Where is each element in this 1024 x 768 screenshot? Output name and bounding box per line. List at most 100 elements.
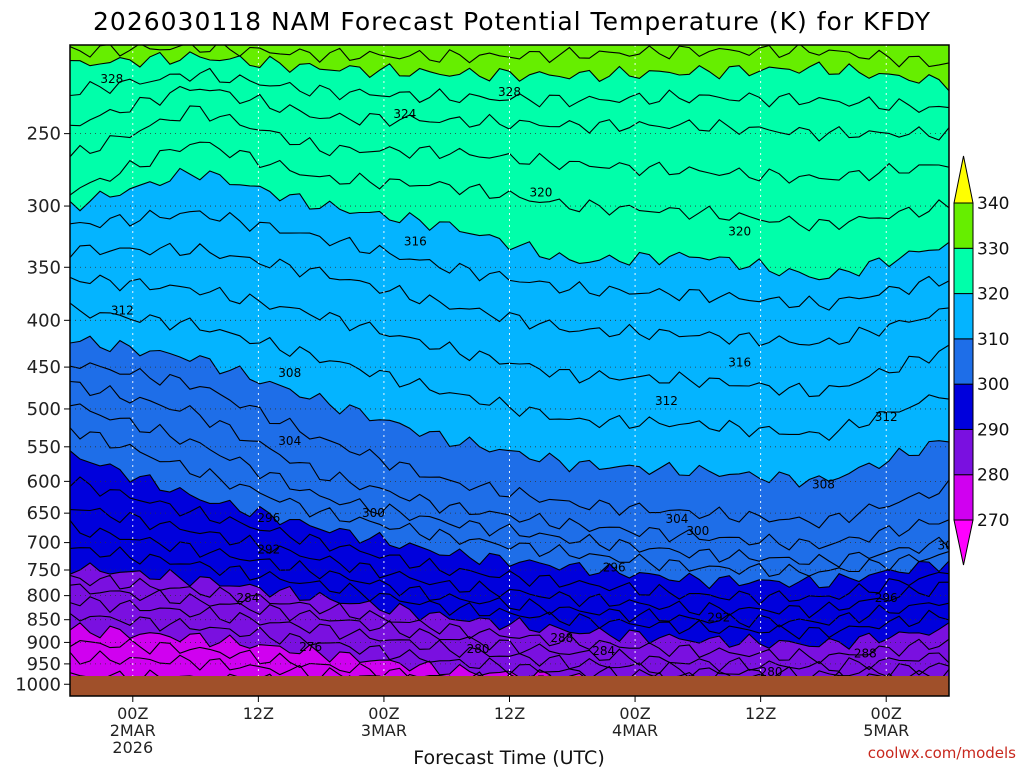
colorbar-top-arrow — [953, 155, 974, 204]
gridlines — [70, 45, 949, 696]
y-tick-label: 750 — [27, 560, 61, 581]
colorbar-band-320 — [953, 247, 974, 295]
contour-label: 320 — [529, 186, 552, 200]
colorbar-label: 330 — [977, 239, 1009, 259]
contour-label: 292 — [1011, 648, 1024, 662]
x-tick-label: 2MAR — [110, 721, 156, 740]
contour-label: 312 — [655, 394, 678, 408]
contour-label: 320 — [979, 268, 1002, 282]
isentrope-298 — [70, 476, 949, 606]
x-tick-label: 5MAR — [863, 721, 909, 740]
contour-label: 320 — [728, 225, 751, 239]
y-tick-label: 300 — [27, 196, 61, 217]
colorbar-band-290 — [953, 383, 974, 430]
y-tick-label: 500 — [27, 399, 61, 420]
colorbar-label: 310 — [977, 330, 1009, 350]
x-tick-label: 2026 — [112, 738, 153, 757]
contour-label: 304 — [278, 434, 301, 448]
x-tick-label: 12Z — [745, 704, 776, 723]
contour-label: 296 — [875, 591, 898, 605]
contour-label: 312 — [875, 410, 898, 424]
contour-label: 304 — [665, 512, 688, 526]
contour-label: 288 — [550, 631, 573, 645]
isentrope-310 — [70, 335, 949, 488]
contour-label: 284 — [236, 591, 259, 605]
y-tick-label: 450 — [27, 357, 61, 378]
isentrope-296 — [70, 507, 949, 619]
contour-label: 312 — [111, 303, 134, 317]
y-tick-label: 400 — [27, 310, 61, 331]
colorbar-band-270 — [953, 474, 974, 521]
chart-title: 2026030118 NAM Forecast Potential Temper… — [93, 7, 931, 36]
contour-label: 288 — [854, 646, 877, 660]
isentrope-288 — [70, 574, 949, 665]
contour-label: 296 — [257, 511, 280, 525]
contour-label: 280 — [467, 642, 490, 656]
y-tick-label: 1000 — [15, 674, 61, 695]
contour-label: 292 — [257, 542, 280, 556]
y-tick-label: 650 — [27, 503, 61, 524]
y-axis: 2503003504004505005506006507007508008509… — [15, 124, 70, 695]
contour-label: 300 — [686, 524, 709, 538]
contour-label: 316 — [404, 234, 427, 248]
theta-fill-332 — [70, 45, 949, 67]
colorbar-band-300 — [953, 338, 974, 385]
colorbar-label: 340 — [977, 194, 1009, 214]
colorbar-label: 270 — [977, 511, 1009, 531]
colorbar-label: 290 — [977, 420, 1009, 440]
isentrope-290 — [70, 562, 949, 650]
x-tick-label: 00Z — [619, 704, 650, 723]
y-tick-label: 700 — [27, 533, 61, 554]
isentrope-300 — [70, 450, 949, 590]
x-tick-label: 00Z — [871, 704, 902, 723]
colorbar-label: 300 — [977, 375, 1009, 395]
contour-label: 276 — [299, 640, 322, 654]
contour-label: 328 — [100, 72, 123, 86]
y-tick-label: 600 — [27, 471, 61, 492]
isentrope-306 — [70, 380, 949, 551]
y-tick-label: 250 — [27, 124, 61, 145]
contour-label: 308 — [278, 366, 301, 380]
x-axis-label: Forecast Time (UTC) — [413, 747, 604, 768]
y-tick-label: 800 — [27, 586, 61, 607]
isentrope-316 — [70, 242, 949, 347]
y-tick-label: 900 — [27, 632, 61, 653]
x-tick-label: 12Z — [494, 704, 525, 723]
contour-label: 300 — [362, 506, 385, 520]
contour-label: 308 — [812, 478, 835, 492]
credit-text: coolwx.com/models — [868, 744, 1016, 762]
y-tick-label: 350 — [27, 257, 61, 278]
x-tick-label: 00Z — [117, 704, 148, 723]
theta-fill-330 — [70, 45, 949, 91]
isentrope-304 — [70, 403, 949, 568]
y-tick-label: 850 — [27, 610, 61, 631]
colorbar-band-330 — [953, 202, 974, 249]
colorbar-band-310 — [953, 293, 974, 340]
contour-label: 316 — [728, 356, 751, 370]
x-tick-label: 4MAR — [612, 721, 658, 740]
isentrope-294 — [70, 520, 949, 628]
contour-label: 292 — [707, 610, 730, 624]
x-tick-label: 3MAR — [361, 721, 407, 740]
contour-label: 304 — [938, 538, 961, 552]
y-tick-label: 550 — [27, 437, 61, 458]
contour-label: 284 — [592, 644, 615, 658]
contour-label: 324 — [393, 107, 416, 121]
contour-label: 296 — [603, 560, 626, 574]
contour-label: 280 — [760, 665, 783, 679]
y-tick-label: 950 — [27, 654, 61, 675]
colorbar-bottom-arrow — [953, 519, 974, 566]
isentrope-330 — [70, 51, 949, 92]
colorbar-label: 280 — [977, 466, 1009, 486]
colorbar-label: 320 — [977, 285, 1009, 305]
plot-area: 3283283243203203203163123163163083123123… — [70, 45, 1024, 696]
isentrope-292 — [70, 546, 949, 640]
x-tick-label: 12Z — [243, 704, 274, 723]
colorbar: 270 280 290 300 310 320 330 340 — [953, 155, 1009, 566]
ground-shading — [70, 676, 949, 696]
contour-label: 328 — [498, 85, 521, 99]
x-tick-label: 00Z — [368, 704, 399, 723]
isentrope-312 — [70, 302, 949, 442]
